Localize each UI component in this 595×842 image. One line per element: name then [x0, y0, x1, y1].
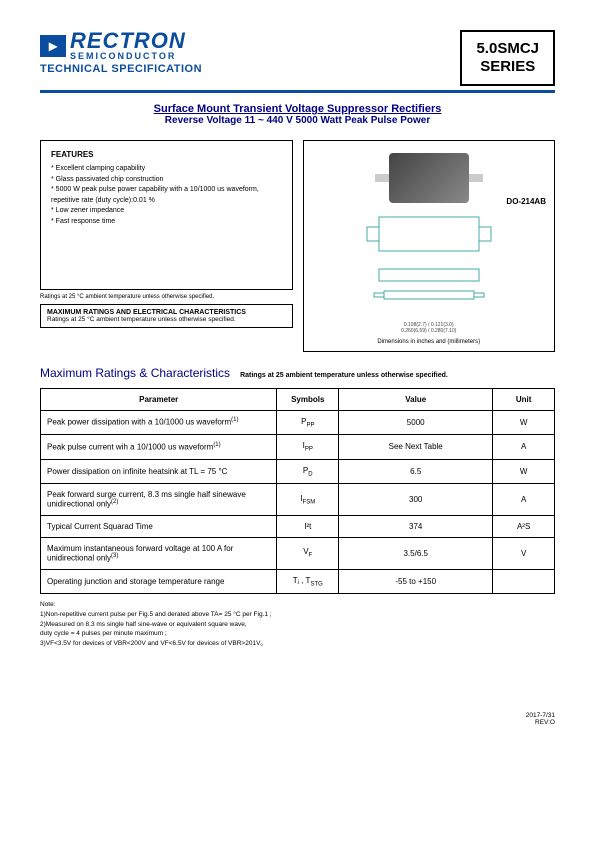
logo-text: RECTRON SEMICONDUCTOR [70, 30, 186, 61]
table-row: Peak power dissipation with a 10/1000 us… [41, 410, 555, 435]
package-box: DO-214AB 0.108(2.7) / 0.121(3.0) 0.260(6… [303, 140, 556, 352]
cell-unit: W [493, 410, 555, 435]
cell-parameter: Operating junction and storage temperatu… [41, 569, 277, 594]
cell-value: 300 [339, 484, 493, 516]
th-parameter: Parameter [41, 388, 277, 410]
cell-value: See Next Table [339, 435, 493, 460]
ratings-table: Parameter Symbols Value Unit Peak power … [40, 388, 555, 595]
footer-meta: 2017-7/31 REV:O [526, 712, 555, 726]
note-item: duty cycle = 4 pulses per minute maximum… [40, 629, 555, 639]
table-header-row: Parameter Symbols Value Unit [41, 388, 555, 410]
max-ratings-title: MAXIMUM RATINGS AND ELECTRICAL CHARACTER… [47, 309, 286, 316]
package-photo [389, 153, 469, 203]
cell-symbol: IFSM [277, 484, 339, 516]
package-label: DO-214AB [506, 197, 546, 206]
th-symbols: Symbols [277, 388, 339, 410]
table-row: Power dissipation on infinite heatsink a… [41, 459, 555, 484]
cell-symbol: IPP [277, 435, 339, 460]
feature-item: * Fast response time [51, 217, 282, 228]
package-drawing: 0.108(2.7) / 0.121(3.0) 0.260(6.59) / 0.… [310, 209, 549, 335]
cell-parameter: Power dissipation on infinite heatsink a… [41, 459, 277, 484]
series-line2: SERIES [476, 58, 539, 76]
ratings-title-text: Maximum Ratings & Characteristics [40, 366, 230, 380]
feature-item: * Glass passivated chip construction [51, 175, 282, 186]
cell-value: 6.5 [339, 459, 493, 484]
cell-symbol: Tⱼ , TSTG [277, 569, 339, 594]
th-unit: Unit [493, 388, 555, 410]
cell-parameter: Typical Current Squarad Time [41, 515, 277, 537]
ratings-section-title: Maximum Ratings & Characteristics Rating… [40, 366, 555, 380]
notes-heading: Note: [40, 600, 555, 610]
cell-parameter: Maximum instantaneous forward voltage at… [41, 537, 277, 569]
title-line1: Surface Mount Transient Voltage Suppress… [40, 103, 555, 115]
ratings-subtitle: Ratings at 25 ambient temperature unless… [240, 372, 448, 379]
feature-item: * Excellent clamping capability [51, 164, 282, 175]
table-row: Typical Current Squarad TimeI²t374A²S [41, 515, 555, 537]
cell-symbol: PPP [277, 410, 339, 435]
tagline: TECHNICAL SPECIFICATION [40, 63, 202, 75]
company-name: RECTRON [70, 30, 186, 52]
footer-date: 2017-7/31 [526, 712, 555, 719]
logo: ▸ RECTRON SEMICONDUCTOR [40, 30, 202, 61]
cell-unit [493, 569, 555, 594]
logo-block: ▸ RECTRON SEMICONDUCTOR TECHNICAL SPECIF… [40, 30, 202, 75]
table-row: Operating junction and storage temperatu… [41, 569, 555, 594]
note-item: 2)Measured on 8.3 ms single half sine-wa… [40, 620, 555, 630]
series-box: 5.0SMCJ SERIES [460, 30, 555, 86]
note-item: 3)VF<3.5V for devices of VBR<200V and VF… [40, 639, 555, 649]
col-right: DO-214AB 0.108(2.7) / 0.121(3.0) 0.260(6… [303, 140, 556, 352]
cell-parameter: Peak power dissipation with a 10/1000 us… [41, 410, 277, 435]
col-left: FEATURES * Excellent clamping capability… [40, 140, 293, 352]
cell-unit: A [493, 435, 555, 460]
doc-title: Surface Mount Transient Voltage Suppress… [40, 103, 555, 126]
features-heading: FEATURES [51, 149, 282, 161]
ratings-note: Ratings at 25 °C ambient temperature unl… [40, 294, 293, 300]
notes-block: Note: 1)Non-repetitive current pulse per… [40, 600, 555, 649]
table-row: Peak pulse current wih a 10/1000 us wave… [41, 435, 555, 460]
cell-unit: A²S [493, 515, 555, 537]
table-row: Maximum instantaneous forward voltage at… [41, 537, 555, 569]
top-two-col: FEATURES * Excellent clamping capability… [40, 140, 555, 352]
cell-value: -55 to +150 [339, 569, 493, 594]
dim-text: 0.260(6.59) / 0.280(7.10) [310, 328, 549, 335]
cell-value: 5000 [339, 410, 493, 435]
cell-value: 374 [339, 515, 493, 537]
cell-symbol: I²t [277, 515, 339, 537]
footer-rev: REV:O [526, 719, 555, 726]
th-value: Value [339, 388, 493, 410]
series-line1: 5.0SMCJ [476, 40, 539, 58]
company-sub: SEMICONDUCTOR [70, 52, 186, 61]
feature-item: * Low zener impedance [51, 206, 282, 217]
cell-parameter: Peak forward surge current, 8.3 ms singl… [41, 484, 277, 516]
header-divider [40, 90, 555, 93]
cell-symbol: VF [277, 537, 339, 569]
note-item: 1)Non-repetitive current pulse per Fig.5… [40, 610, 555, 620]
dimensions-note: Dimensions in inches and (millimeters) [310, 339, 549, 345]
logo-icon: ▸ [40, 35, 66, 57]
features-box: FEATURES * Excellent clamping capability… [40, 140, 293, 290]
cell-unit: V [493, 537, 555, 569]
cell-unit: W [493, 459, 555, 484]
cell-parameter: Peak pulse current wih a 10/1000 us wave… [41, 435, 277, 460]
cell-value: 3.5/6.5 [339, 537, 493, 569]
max-ratings-box: MAXIMUM RATINGS AND ELECTRICAL CHARACTER… [40, 304, 293, 328]
table-row: Peak forward surge current, 8.3 ms singl… [41, 484, 555, 516]
feature-item: * 5000 W peak pulse power capability wit… [51, 185, 282, 206]
header: ▸ RECTRON SEMICONDUCTOR TECHNICAL SPECIF… [40, 30, 555, 86]
cell-unit: A [493, 484, 555, 516]
package-outline-svg [329, 209, 529, 319]
max-ratings-note: Ratings at 25 °C ambient temperature unl… [47, 316, 286, 323]
cell-symbol: PD [277, 459, 339, 484]
title-line2: Reverse Voltage 11 ~ 440 V 5000 Watt Pea… [40, 115, 555, 126]
